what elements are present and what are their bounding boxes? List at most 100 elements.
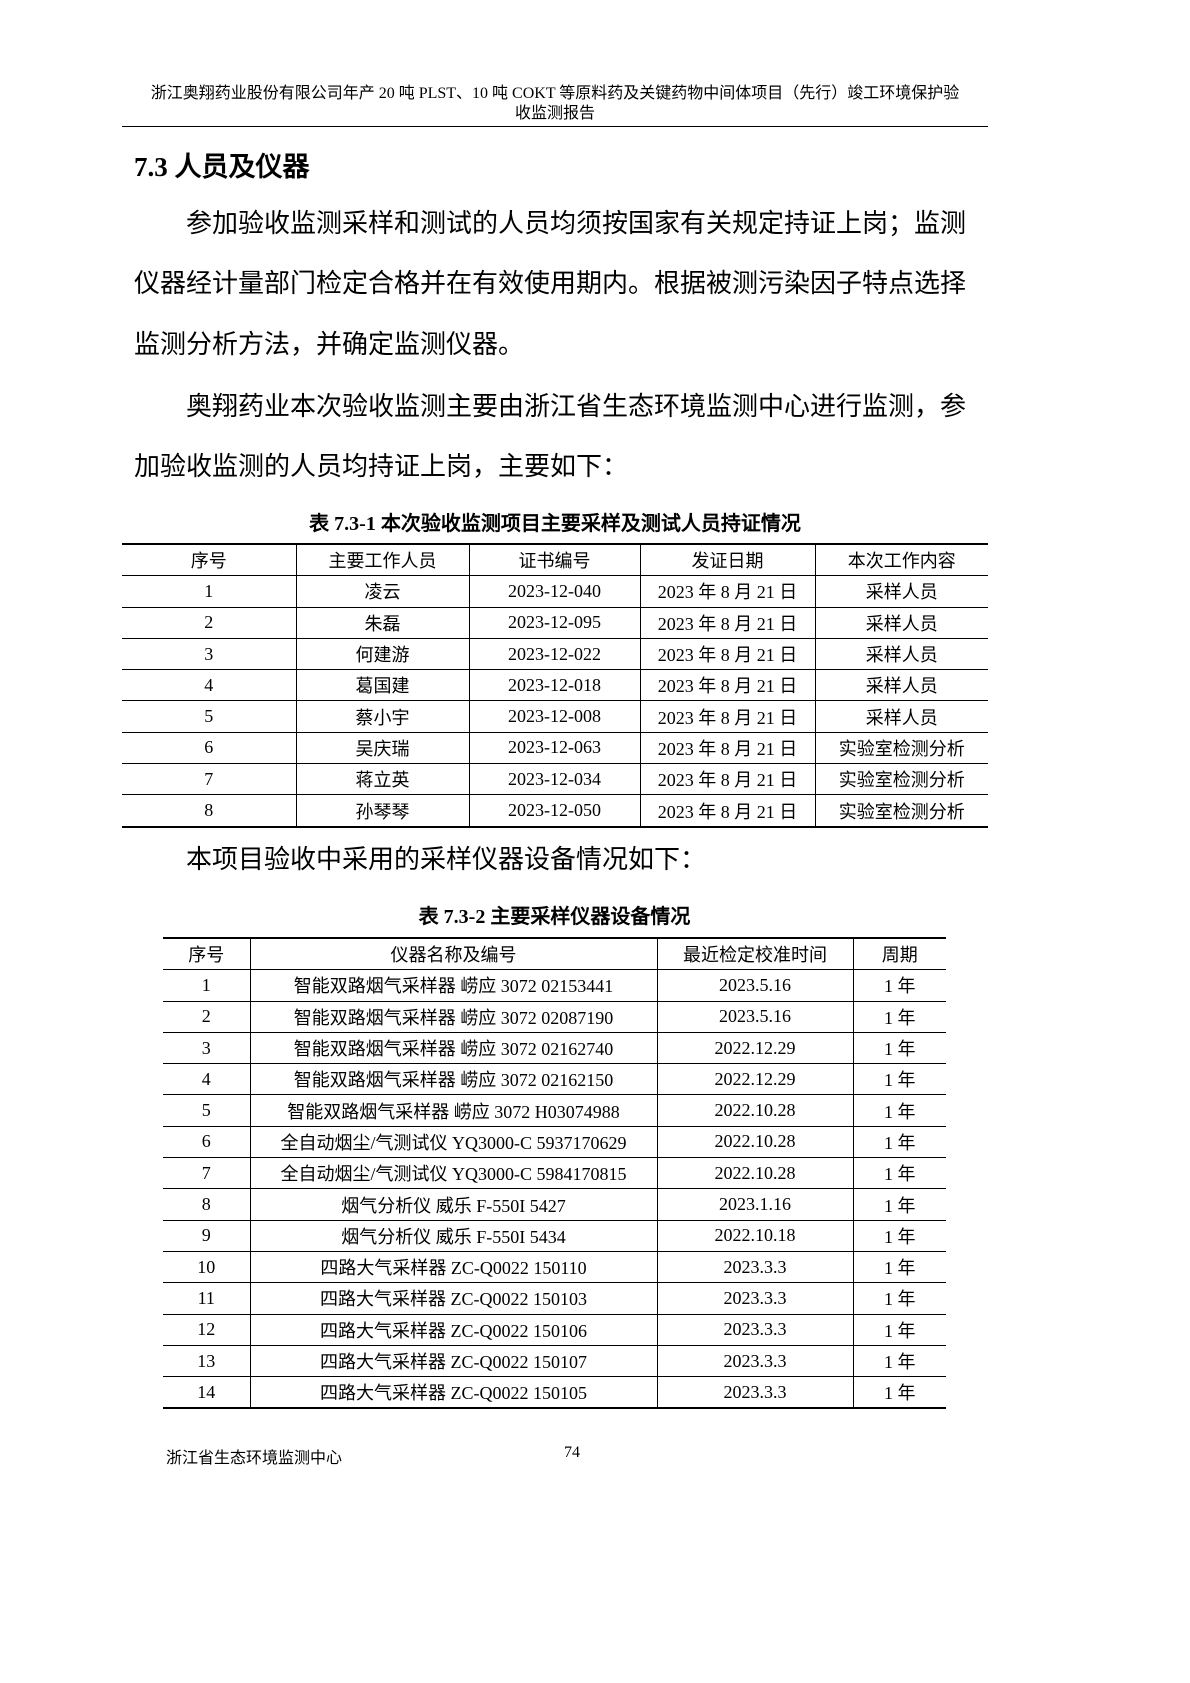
- paragraph-line: 监测分析方法，并确定监测仪器。: [134, 330, 525, 359]
- table-cell: 6: [122, 732, 296, 765]
- table-cell: 智能双路烟气采样器 崂应 3072 02162740: [249, 1032, 657, 1065]
- column-header: 仪器名称及编号: [249, 938, 657, 971]
- table-cell: 2023.3.3: [656, 1345, 853, 1378]
- column-header: 发证日期: [639, 544, 815, 577]
- table-cell: 智能双路烟气采样器 崂应 3072 02153441: [249, 969, 657, 1002]
- table-cell: 2023 年 8 月 21 日: [639, 575, 815, 608]
- table-cell: 2023-12-063: [468, 732, 640, 765]
- table-cell: 2: [122, 607, 296, 639]
- table-row: 9 烟气分析仪 威乐 F-550I 5434 2022.10.18 1 年: [163, 1220, 946, 1252]
- table-cell: 四路大气采样器 ZC-Q0022 150105: [249, 1376, 657, 1409]
- table-cell: 四路大气采样器 ZC-Q0022 150107: [249, 1345, 657, 1378]
- footer-organization: 浙江省生态环境监测中心: [166, 1450, 343, 1467]
- table-cell: 智能双路烟气采样器 崂应 3072 02087190: [249, 1001, 657, 1033]
- table-cell: 采样人员: [814, 607, 988, 639]
- table-cell: 5: [163, 1094, 250, 1127]
- table-cell: 2023 年 8 月 21 日: [639, 607, 815, 639]
- table-cell: 2022.10.18: [656, 1220, 853, 1252]
- table-row: 8 烟气分析仪 威乐 F-550I 5427 2023.1.16 1 年: [163, 1188, 946, 1221]
- paragraph-line: 参加验收监测采样和测试的人员均须按国家有关规定持证上岗；监测: [186, 209, 967, 238]
- paragraph-line: 本项目验收中采用的采样仪器设备情况如下：: [186, 845, 707, 874]
- table-cell: 全自动烟尘/气测试仪 YQ3000-C 5937170629: [249, 1126, 657, 1159]
- table-cell: 8: [122, 794, 296, 828]
- table-cell: 朱磊: [295, 607, 469, 639]
- table-cell: 2022.10.28: [656, 1157, 853, 1190]
- table-cell: 2: [163, 1001, 250, 1033]
- table-cell: 2023-12-022: [468, 638, 640, 671]
- table-cell: 2023.3.3: [656, 1251, 853, 1284]
- table-cell: 2023.3.3: [656, 1282, 853, 1315]
- table-cell: 1 年: [852, 1314, 946, 1346]
- table-cell: 4: [122, 669, 296, 702]
- table-cell: 2023-12-040: [468, 575, 640, 608]
- table-cell: 2023-12-050: [468, 794, 640, 828]
- table-cell: 吴庆瑞: [295, 732, 469, 765]
- paragraph-line: 奥翔药业本次验收监测主要由浙江省生态环境监测中心进行监测，参: [186, 392, 967, 421]
- table-row: 12 四路大气采样器 ZC-Q0022 150106 2023.3.3 1 年: [163, 1314, 946, 1346]
- table-row: 8 孙琴琴 2023-12-050 2023 年 8 月 21 日实验室检测分析: [122, 794, 988, 828]
- table-cell: 智能双路烟气采样器 崂应 3072 H03074988: [249, 1094, 657, 1127]
- table-cell: 采样人员: [814, 669, 988, 702]
- table-cell: 采样人员: [814, 638, 988, 671]
- column-header: 序号: [122, 544, 296, 577]
- table-cell: 8: [163, 1188, 250, 1221]
- table-cell: 2022.10.28: [656, 1126, 853, 1159]
- table-cell: 蒋立英: [295, 763, 469, 796]
- table-row: 4 葛国建 2023-12-018 2023 年 8 月 21 日采样人员: [122, 669, 988, 702]
- table-cell: 1: [163, 969, 250, 1002]
- table-cell: 四路大气采样器 ZC-Q0022 150103: [249, 1282, 657, 1315]
- table-cell: 1 年: [852, 1126, 946, 1159]
- table-row: 4 智能双路烟气采样器 崂应 3072 02162150 2022.12.29 1 年: [163, 1063, 946, 1096]
- table-cell: 2022.12.29: [656, 1032, 853, 1065]
- column-header: 本次工作内容: [814, 544, 988, 577]
- table-cell: 烟气分析仪 威乐 F-550I 5434: [249, 1220, 657, 1252]
- table-cell: 智能双路烟气采样器 崂应 3072 02162150: [249, 1063, 657, 1096]
- column-header: 证书编号: [468, 544, 640, 577]
- table-cell: 四路大气采样器 ZC-Q0022 150110: [249, 1251, 657, 1284]
- table-cell: 实验室检测分析: [814, 794, 988, 828]
- table-row: 7 全自动烟尘/气测试仪 YQ3000-C 5984170815 2022.10.2…: [163, 1157, 946, 1190]
- table-cell: 全自动烟尘/气测试仪 YQ3000-C 5984170815: [249, 1157, 657, 1190]
- table-cell: 实验室检测分析: [814, 732, 988, 765]
- column-header: 序号: [163, 938, 250, 971]
- table-cell: 3: [122, 638, 296, 671]
- table-cell: 采样人员: [814, 700, 988, 733]
- table-cell: 1 年: [852, 1094, 946, 1127]
- table-cell: 1 年: [852, 1188, 946, 1221]
- table-cell: 凌云: [295, 575, 469, 608]
- table-cell: 5: [122, 700, 296, 733]
- table-cell: 3: [163, 1032, 250, 1065]
- page-number: 74: [564, 1444, 580, 1461]
- table-cell: 2022.12.29: [656, 1063, 853, 1096]
- table-cell: 2022.10.28: [656, 1094, 853, 1127]
- table-cell: 1 年: [852, 1282, 946, 1315]
- table-cell: 2023.5.16: [656, 1001, 853, 1033]
- running-header-line2: 收监测报告: [514, 105, 595, 122]
- table-cell: 1 年: [852, 1157, 946, 1190]
- table-cell: 葛国建: [295, 669, 469, 702]
- table-cell: 2023 年 8 月 21 日: [639, 794, 815, 828]
- table-header-row: 序号 主要工作人员 证书编号 发证日期 本次工作内容: [122, 544, 988, 577]
- column-header: 主要工作人员: [295, 544, 469, 577]
- table-cell: 蔡小宇: [295, 700, 469, 733]
- table-cell: 实验室检测分析: [814, 763, 988, 796]
- table-cell: 2023 年 8 月 21 日: [639, 732, 815, 765]
- table-cell: 2023-12-095: [468, 607, 640, 639]
- table-cell: 2023 年 8 月 21 日: [639, 700, 815, 733]
- table-cell: 1 年: [852, 1032, 946, 1065]
- table-cell: 10: [163, 1251, 250, 1284]
- table-cell: 2023 年 8 月 21 日: [639, 638, 815, 671]
- table-cell: 1 年: [852, 1251, 946, 1284]
- table-cell: 1 年: [852, 1345, 946, 1378]
- table-cell: 13: [163, 1345, 250, 1378]
- table-cell: 2023 年 8 月 21 日: [639, 763, 815, 796]
- table-row: 13 四路大气采样器 ZC-Q0022 150107 2023.3.3 1 年: [163, 1345, 946, 1378]
- table-cell: 2023.5.16: [656, 969, 853, 1002]
- table-row: 11 四路大气采样器 ZC-Q0022 150103 2023.3.3 1 年: [163, 1282, 946, 1315]
- table-cell: 2023-12-018: [468, 669, 640, 702]
- table-cell: 2023-12-008: [468, 700, 640, 733]
- column-header: 最近检定校准时间: [656, 938, 853, 971]
- table-header-row: 序号 仪器名称及编号 最近检定校准时间 周期: [163, 938, 946, 971]
- table-cell: 孙琴琴: [295, 794, 469, 828]
- table-cell: 12: [163, 1314, 250, 1346]
